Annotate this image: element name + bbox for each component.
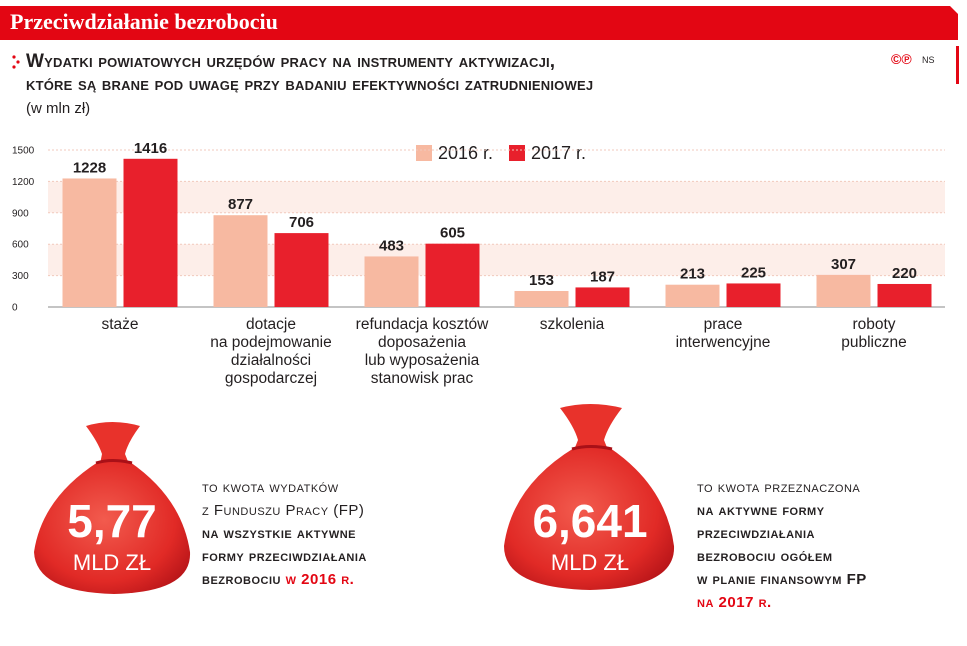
bar-2017-1 <box>274 233 329 307</box>
header-bar <box>0 6 958 40</box>
legend-item-2016: 2016 r. <box>416 143 493 163</box>
data-label: 213 <box>680 266 705 283</box>
grid-band <box>48 244 945 276</box>
y-tick-label: 600 <box>12 240 29 251</box>
legend-swatch-2017 <box>509 145 525 161</box>
desc2-line-5: w planie finansowym FP <box>697 571 867 588</box>
money-bag-icon <box>504 404 675 590</box>
desc2-line-4: bezrobociu ogółem <box>697 548 833 565</box>
bar-2016-5 <box>816 274 871 307</box>
category-label-prace: prace interwencyjne <box>675 316 771 351</box>
category-label-dotacje: dotacje na podejmowanie działalności gos… <box>210 316 332 387</box>
subtitle-line-2: które są brane pod uwagę przy badaniu ef… <box>26 74 594 95</box>
data-label: 187 <box>590 268 615 285</box>
desc1-line-5: bezrobociu <box>202 571 281 588</box>
desc2-line-1: to kwota przeznaczona <box>697 479 861 496</box>
right-rule <box>956 46 959 84</box>
desc2-line-3: przeciwdziałania <box>697 525 815 542</box>
money-bag-icon <box>34 422 191 594</box>
y-tick-label: 900 <box>12 208 29 219</box>
legend-label-2016: 2016 r. <box>438 142 494 163</box>
desc1-line-1: to kwota wydatków <box>202 479 339 496</box>
bar-2016-4 <box>665 284 720 307</box>
bar-chart: 0 300 600 900 1200 1500 1228 877 483 153 213 307 141… <box>12 140 945 314</box>
copyright-mark: ©℗ <box>891 51 912 67</box>
bar-2016-0 <box>62 178 117 307</box>
category-label-szkolenia: szkolenia <box>539 316 605 333</box>
bag-2-value: 6,641 <box>532 495 648 547</box>
data-label: 1228 <box>73 159 106 176</box>
legend-item-2017: 2017 r. <box>509 143 586 163</box>
bar-2017-3 <box>575 287 630 307</box>
bar-2017-4 <box>726 283 781 307</box>
data-label: 153 <box>529 272 554 289</box>
bar-2017-5 <box>877 283 932 307</box>
y-tick-label: 0 <box>12 303 18 314</box>
data-label: 605 <box>440 225 465 242</box>
bar-2016-3 <box>514 290 569 307</box>
data-label: 307 <box>831 256 856 273</box>
bag-1-value: 5,77 <box>67 495 157 547</box>
description-2017: to kwota przeznaczona na aktywne formy p… <box>697 476 867 614</box>
unit-note: (w mln zł) <box>26 100 91 117</box>
bar-2017-2 <box>425 243 480 307</box>
desc1-line-4: formy przeciwdziałania <box>202 548 367 565</box>
data-label: 225 <box>741 264 766 281</box>
grid-band <box>48 181 945 213</box>
data-label: 483 <box>379 237 404 254</box>
category-label-roboty: roboty publiczne <box>841 316 907 351</box>
chart-subtitle: Wydatki powiatowych urzędów pracy na ins… <box>26 50 593 96</box>
category-label-refundacja: refundacja kosztów doposażenia lub wypos… <box>355 316 489 387</box>
desc2-line-6: na 2017 r. <box>697 594 772 611</box>
subtitle-line-1: Wydatki powiatowych urzędów pracy na ins… <box>26 51 556 72</box>
desc1-line-3: na wszystkie aktywne <box>202 525 356 542</box>
legend-label-2017: 2017 r. <box>531 142 587 163</box>
bar-2016-2 <box>364 256 419 307</box>
author-initials: NS <box>922 55 935 65</box>
data-label: 1416 <box>134 140 167 157</box>
desc2-line-2: na aktywne formy <box>697 502 825 519</box>
y-tick-label: 300 <box>12 271 29 282</box>
bullet-dots-icon <box>12 55 20 69</box>
bag-1-unit: MLD ZŁ <box>72 550 152 575</box>
y-tick-label: 1500 <box>12 146 35 157</box>
data-label: 220 <box>892 265 917 282</box>
legend-swatch-2016 <box>416 145 432 161</box>
bag-2-unit: MLD ZŁ <box>550 550 630 575</box>
bar-2017-0 <box>123 158 178 307</box>
data-label: 706 <box>289 214 314 231</box>
data-label: 877 <box>228 196 253 213</box>
category-label-staze: staże <box>101 316 139 333</box>
bar-2016-1 <box>213 215 268 307</box>
desc1-line-2: z Funduszu Pracy (FP) <box>202 502 365 519</box>
desc1-year: w 2016 r. <box>285 571 355 588</box>
page-title: Przeciwdziałanie bezrobociu <box>10 9 278 34</box>
y-tick-label: 1200 <box>12 177 35 188</box>
description-2016: to kwota wydatków z Funduszu Pracy (FP) … <box>202 476 367 591</box>
